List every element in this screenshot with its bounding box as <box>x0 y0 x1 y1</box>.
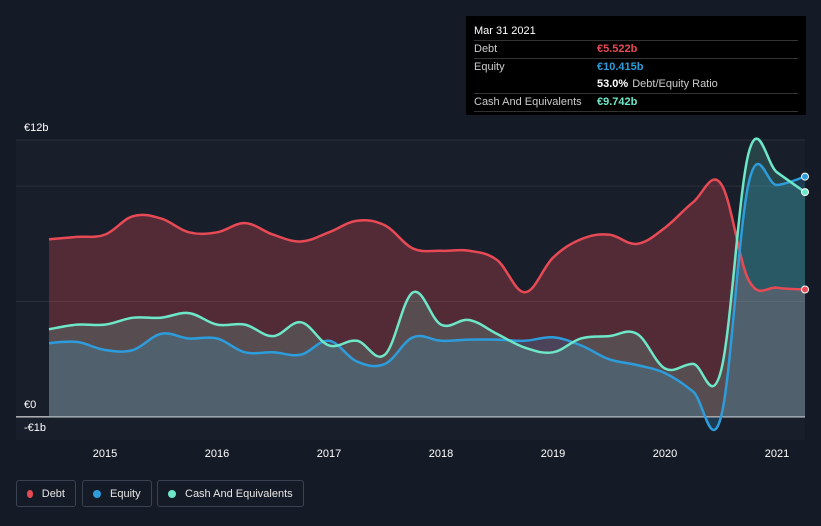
y-tick-label-min: -€1b <box>24 422 47 434</box>
debt-area <box>49 179 805 417</box>
tooltip-cash-label: Cash And Equivalents <box>474 96 582 108</box>
x-tick-label: 2016 <box>205 448 229 460</box>
tooltip: Mar 31 2021 Debt €5.522b Equity €10.415b… <box>466 16 806 115</box>
gridlines <box>16 139 805 440</box>
tooltip-row-equity: Equity €10.415b <box>474 58 798 76</box>
plot-background <box>16 140 805 440</box>
equity-area <box>49 164 805 431</box>
tooltip-equity-label: Equity <box>474 61 505 73</box>
legend-item-cash[interactable]: Cash And Equivalents <box>157 480 304 507</box>
equity-endpoint <box>801 172 809 181</box>
debt-legend-dot <box>27 489 33 498</box>
legend-cash-label: Cash And Equivalents <box>185 487 293 500</box>
x-tick-label: 2017 <box>317 448 341 460</box>
debt-endpoint <box>801 285 809 294</box>
tooltip-equity-value: €10.415b <box>597 61 644 73</box>
x-tick-label: 2018 <box>429 448 453 460</box>
tooltip-debt-value: €5.522b <box>597 43 638 55</box>
tooltip-ratio-value: 53.0% <box>597 78 629 90</box>
debt-line <box>48 178 806 294</box>
y-tick-label-max: €12b <box>24 122 49 134</box>
cash-legend-dot <box>168 489 176 498</box>
x-axis: 2015 2016 2017 2018 2019 2020 2021 <box>93 448 789 460</box>
x-tick-label: 2019 <box>541 448 565 460</box>
legend-item-equity[interactable]: Equity <box>82 480 152 507</box>
cash-line <box>48 137 806 388</box>
x-tick-label: 2021 <box>765 448 789 460</box>
tooltip-row-ratio: 53.0% Debt/Equity Ratio <box>474 76 798 93</box>
x-tick-label: 2020 <box>653 448 677 460</box>
x-tick-label: 2015 <box>93 448 117 460</box>
legend-debt-label: Debt <box>41 487 65 500</box>
series-lines <box>48 137 806 432</box>
series-areas <box>49 138 805 431</box>
legend-item-debt[interactable]: Debt <box>16 480 76 507</box>
tooltip-debt-label: Debt <box>474 43 498 55</box>
cash-endpoint <box>801 188 809 197</box>
series-endpoints <box>801 172 809 294</box>
tooltip-row-debt: Debt €5.522b <box>474 40 798 58</box>
legend-equity-label: Equity <box>110 487 141 500</box>
cash-area <box>49 138 805 417</box>
tooltip-date: Mar 31 2021 <box>474 25 536 37</box>
tooltip-row-cash: Cash And Equivalents €9.742b <box>474 93 798 112</box>
tooltip-ratio-label: Debt/Equity Ratio <box>632 78 718 90</box>
equity-legend-dot <box>93 489 101 498</box>
tooltip-cash-value: €9.742b <box>597 96 638 108</box>
y-tick-label-zero: €0 <box>24 399 37 411</box>
equity-line <box>48 162 806 432</box>
